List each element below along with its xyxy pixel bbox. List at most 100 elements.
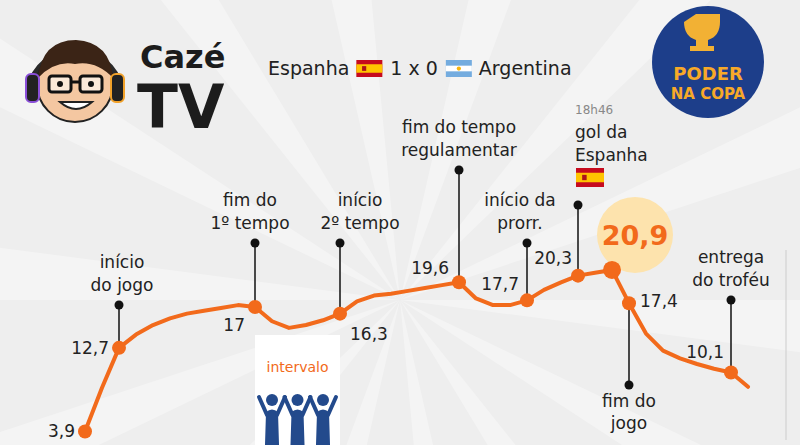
event-line xyxy=(730,300,732,373)
data-labels: 3,9 12,7 17 16,3 19,6 17,7 20,3 20,9 17,4 10,1 xyxy=(48,220,724,442)
flag-spain xyxy=(576,173,604,183)
event-label: início xyxy=(338,190,383,210)
data-point xyxy=(520,293,534,307)
person-icon xyxy=(259,397,267,415)
badge-cup xyxy=(684,14,720,51)
interval-rect xyxy=(255,335,340,445)
chart: CazéTV PODERNA COPA Espanha 1 x 0 Argentina i… xyxy=(0,0,800,445)
data-label: 10,1 xyxy=(686,342,724,362)
person-icon xyxy=(317,394,329,406)
logo-smile xyxy=(60,102,92,109)
event-label: início xyxy=(100,252,145,272)
data-label: 12,7 xyxy=(71,338,109,358)
logo-glasses xyxy=(80,76,102,92)
background xyxy=(0,0,800,445)
event-label: entrega xyxy=(698,247,764,267)
event-label: fim do xyxy=(223,190,277,210)
badge: PODERNA COPA xyxy=(652,6,764,118)
brand-text: Cazé xyxy=(140,38,225,76)
event-line xyxy=(339,243,341,314)
logo-earcup xyxy=(26,74,39,102)
event-line xyxy=(577,205,579,276)
data-point xyxy=(333,307,347,321)
plot-area xyxy=(78,261,748,439)
flag-argentina xyxy=(446,60,472,77)
event-line xyxy=(628,303,630,385)
data-point xyxy=(571,269,585,283)
flag-argentina xyxy=(457,66,461,70)
data-point xyxy=(603,261,621,279)
event-dot xyxy=(336,239,345,248)
event-dot xyxy=(455,166,464,175)
background-ray xyxy=(400,300,800,445)
event-dot xyxy=(625,381,634,390)
flag-spain xyxy=(356,64,382,73)
event-label: prorr. xyxy=(497,213,542,233)
data-label: 3,9 xyxy=(48,421,75,441)
badge-text: PODER xyxy=(673,63,743,84)
event-label: do jogo xyxy=(91,275,154,295)
background-ray xyxy=(0,300,400,445)
person-icon xyxy=(266,394,278,406)
event-label: fim do xyxy=(602,391,656,411)
event-line xyxy=(254,243,256,307)
highlight-circle xyxy=(597,197,673,273)
title-text: Espanha xyxy=(268,57,349,79)
title-text: 1 x 0 xyxy=(390,57,438,79)
flag-spain xyxy=(362,66,366,71)
event-line xyxy=(458,170,460,282)
event-label: gol da xyxy=(575,122,628,142)
title: Espanha 1 x 0 Argentina xyxy=(268,57,572,79)
person-icon xyxy=(292,394,304,406)
background-ray xyxy=(400,300,800,445)
event-label: jogo xyxy=(610,413,647,433)
data-point xyxy=(248,300,262,314)
event-markers: início do jogo fim do 1º tempo início 2º temp… xyxy=(91,103,770,433)
data-line xyxy=(85,270,748,432)
data-point xyxy=(452,275,466,289)
value-axis xyxy=(786,250,787,440)
event-label: do troféu xyxy=(692,270,770,290)
background-fill xyxy=(0,0,800,445)
event-dot xyxy=(727,296,736,305)
logo-earcup xyxy=(111,74,124,102)
person-icon xyxy=(285,397,293,415)
event-label: Espanha xyxy=(575,145,648,165)
data-label: 16,3 xyxy=(350,324,388,344)
data-point xyxy=(724,366,738,380)
event-dot xyxy=(523,239,532,248)
flag-argentina xyxy=(446,66,472,72)
interval-label: intervalo xyxy=(267,359,329,375)
interval-band: intervalo xyxy=(255,335,340,445)
event-label: início da xyxy=(484,190,555,210)
event-label: 1º tempo xyxy=(210,213,289,233)
data-label: 19,6 xyxy=(411,258,449,278)
data-label-highlight: 20,9 xyxy=(602,220,669,251)
background-ray xyxy=(400,0,800,300)
background-ray xyxy=(400,300,600,445)
event-line xyxy=(526,243,528,300)
data-point xyxy=(622,296,636,310)
data-label: 20,3 xyxy=(534,248,572,268)
brand-text: TV xyxy=(137,72,225,142)
flag-spain xyxy=(576,168,604,187)
data-label: 17,4 xyxy=(640,291,678,311)
data-point xyxy=(112,341,126,355)
background-ray xyxy=(200,0,400,300)
logo-glasses-bridge xyxy=(71,81,80,84)
event-dot xyxy=(574,201,583,210)
flag-spain xyxy=(582,175,586,180)
brand-logo: CazéTV xyxy=(26,38,225,142)
event-dot xyxy=(251,239,260,248)
person-icon xyxy=(328,397,336,415)
event-label: 2º tempo xyxy=(320,213,399,233)
event-label: fim do tempo xyxy=(402,117,516,137)
data-label: 17 xyxy=(223,315,245,335)
data-point xyxy=(78,424,92,438)
badge-text: NA COPA xyxy=(671,85,746,103)
title-text: Argentina xyxy=(479,57,572,79)
data-label: 17,7 xyxy=(481,274,519,294)
event-dot xyxy=(115,301,124,310)
logo-eye xyxy=(88,81,94,87)
goal-time: 18h46 xyxy=(575,103,613,117)
